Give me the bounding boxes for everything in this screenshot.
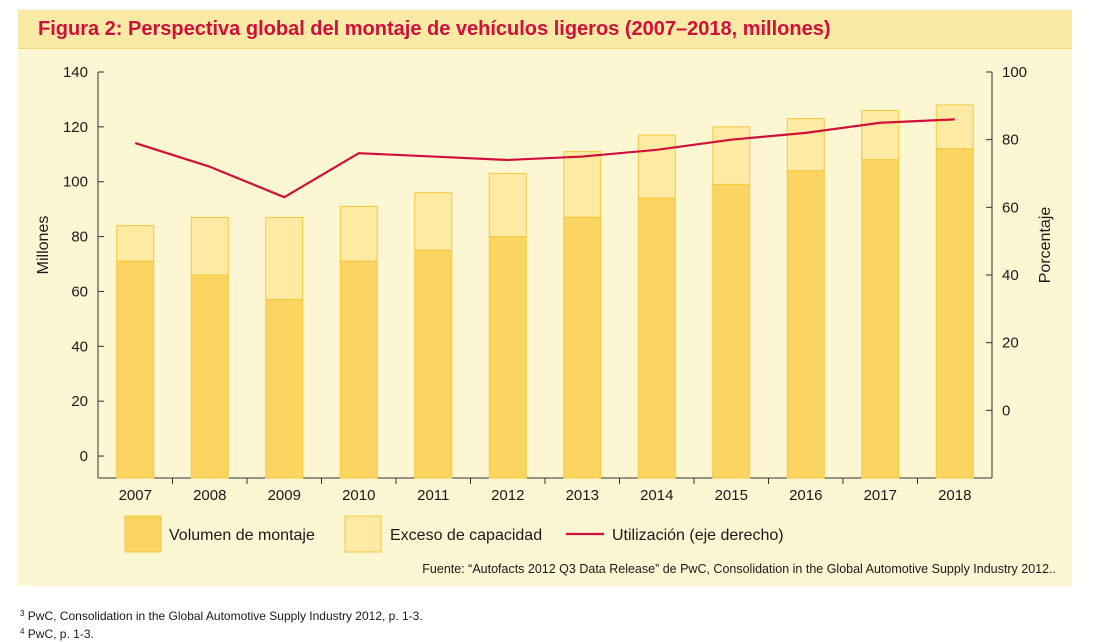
left-tick-label: 40: [71, 338, 88, 355]
y-axis-title: Millones: [35, 216, 52, 275]
x-tick-label: 2011: [417, 487, 449, 504]
x-tick-label: 2015: [715, 487, 748, 504]
legend-label-utilizacion: Utilización (eje derecho): [612, 527, 784, 544]
chart-axes: 0 20 40 60 80 100 120 140 0 20 40 60 80 100 2007 2008 20…: [35, 64, 1054, 504]
bar-exceso-de-capacidad: [489, 174, 526, 237]
x-tick-label: 2014: [640, 487, 673, 504]
legend-swatch-volumen: [125, 516, 161, 552]
series-line-utilizacion: [135, 119, 955, 197]
bar-exceso-de-capacidad: [191, 217, 228, 275]
footnote: 3 PwC, Consolidation in the Global Autom…: [20, 606, 423, 624]
bar-exceso-de-capacidad: [787, 119, 824, 171]
bar-exceso-de-capacidad: [936, 105, 973, 149]
left-tick-label: 60: [71, 283, 88, 300]
left-tick-label: 120: [63, 119, 88, 136]
left-tick-label: 0: [80, 448, 88, 465]
bar-volumen-de-montaje: [266, 300, 303, 478]
source-note: Fuente: “Autofacts 2012 Q3 Data Release”…: [422, 562, 1056, 576]
x-tick-label: 2008: [193, 487, 226, 504]
x-tick-label: 2018: [938, 487, 971, 504]
footnote-text: PwC, p. 1-3.: [28, 627, 94, 641]
figure-panel: Figura 2: Perspectiva global del montaje…: [18, 10, 1072, 586]
right-tick-label: 80: [1002, 132, 1019, 149]
chart-line: [135, 119, 955, 197]
bar-volumen-de-montaje: [564, 217, 601, 478]
bar-exceso-de-capacidad: [713, 127, 750, 185]
y-axis-title-right: Porcentaje: [1037, 207, 1054, 284]
x-tick-label: 2007: [119, 487, 152, 504]
legend-swatch-exceso: [345, 516, 381, 552]
footnote-mark: 4: [20, 627, 24, 636]
x-tick-label: 2009: [268, 487, 301, 504]
x-tick-label: 2012: [491, 487, 524, 504]
right-tick-label: 0: [1002, 402, 1010, 419]
left-tick-label: 140: [63, 64, 88, 81]
bar-exceso-de-capacidad: [415, 193, 452, 251]
bar-exceso-de-capacidad: [564, 152, 601, 218]
bar-volumen-de-montaje: [713, 184, 750, 478]
footnotes: 3 PwC, Consolidation in the Global Autom…: [20, 606, 423, 642]
right-tick-label: 100: [1002, 64, 1027, 81]
bar-exceso-de-capacidad: [266, 217, 303, 299]
legend-label-volumen: Volumen de montaje: [169, 527, 315, 544]
legend-label-exceso: Exceso de capacidad: [390, 527, 542, 544]
chart: 0 20 40 60 80 100 120 140 0 20 40 60 80 100 2007 2008 20…: [18, 10, 1072, 555]
footnote: 4 PwC, p. 1-3.: [20, 624, 423, 642]
left-tick-label: 100: [63, 174, 88, 191]
x-tick-label: 2010: [342, 487, 375, 504]
bar-volumen-de-montaje: [787, 171, 824, 478]
left-tick-label: 80: [71, 229, 88, 246]
right-tick-label: 40: [1002, 267, 1019, 284]
bar-volumen-de-montaje: [638, 198, 675, 478]
footnote-mark: 3: [20, 609, 24, 618]
footnote-text: PwC, Consolidation in the Global Automot…: [28, 609, 423, 623]
x-tick-label: 2017: [864, 487, 897, 504]
chart-bars: [117, 105, 974, 478]
bar-volumen-de-montaje: [117, 261, 154, 478]
bar-volumen-de-montaje: [415, 250, 452, 478]
bar-exceso-de-capacidad: [117, 226, 154, 262]
bar-volumen-de-montaje: [936, 149, 973, 478]
bar-exceso-de-capacidad: [340, 206, 377, 261]
bar-exceso-de-capacidad: [638, 135, 675, 198]
x-tick-label: 2016: [789, 487, 822, 504]
bar-volumen-de-montaje: [489, 237, 526, 478]
bar-exceso-de-capacidad: [862, 110, 899, 159]
chart-legend: Volumen de montaje Exceso de capacidad Uti…: [125, 516, 784, 552]
x-tick-label: 2013: [566, 487, 599, 504]
right-tick-label: 60: [1002, 199, 1019, 216]
bar-volumen-de-montaje: [340, 261, 377, 478]
bar-volumen-de-montaje: [862, 160, 899, 478]
left-tick-label: 20: [71, 393, 88, 410]
right-tick-label: 20: [1002, 335, 1019, 352]
bar-volumen-de-montaje: [191, 275, 228, 478]
